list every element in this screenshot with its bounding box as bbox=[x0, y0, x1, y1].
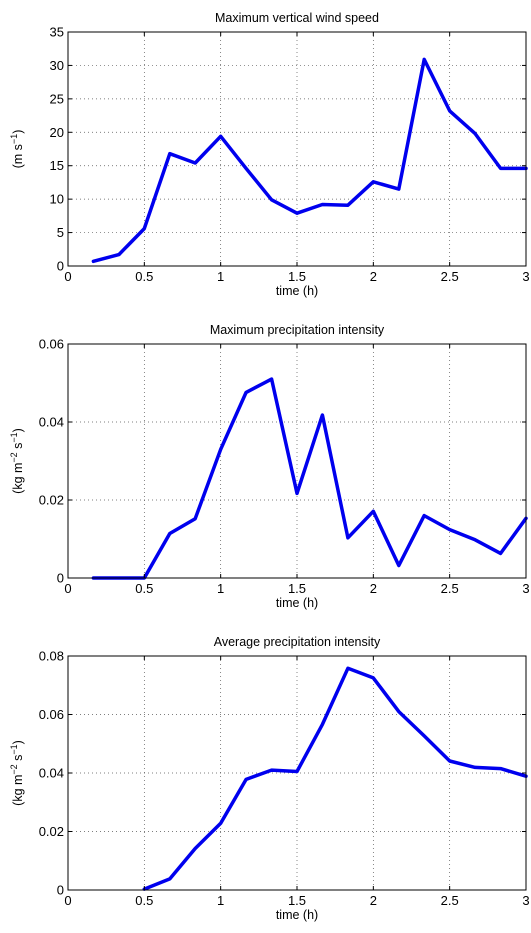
y-axis-label-part: (kg m bbox=[11, 463, 25, 494]
x-tick-label: 3 bbox=[522, 893, 529, 908]
x-axis-label: time (h) bbox=[276, 596, 318, 610]
chart-panel-3: 0 0.5 1 1.5 2 2.5 3 0 0.02 0.04 0.06 0.08 Average pr… bbox=[9, 635, 530, 922]
y-axis-label-part: s bbox=[11, 755, 25, 765]
chart-title: Average precipitation intensity bbox=[214, 635, 381, 649]
x-tick-label: 0.5 bbox=[135, 581, 153, 596]
x-tick-label: 1.5 bbox=[288, 893, 306, 908]
y-tick-label: 0.04 bbox=[39, 415, 64, 430]
y-axis-label: (kg m−2 s−1) bbox=[9, 428, 25, 494]
x-tick-label: 2 bbox=[370, 581, 377, 596]
series-line bbox=[91, 57, 528, 264]
x-axis-label: time (h) bbox=[276, 908, 318, 922]
x-tick-label: 0.5 bbox=[135, 269, 153, 284]
y-axis-label-part: ) bbox=[11, 428, 25, 432]
y-tick-label: 0.08 bbox=[39, 649, 64, 664]
x-tick-label: 3 bbox=[522, 269, 529, 284]
y-axis-label-superscript: −1 bbox=[9, 432, 19, 442]
chart-panel-2: 0 0.5 1 1.5 2 2.5 3 0 0.02 0.04 0.06 Maximum precip… bbox=[9, 323, 530, 610]
x-tick-label: 2 bbox=[370, 269, 377, 284]
x-tick-label: 2 bbox=[370, 893, 377, 908]
x-tick-label: 0 bbox=[64, 581, 71, 596]
x-tick-label: 3 bbox=[522, 581, 529, 596]
x-tick-label: 2.5 bbox=[441, 581, 459, 596]
x-tick-label: 0.5 bbox=[135, 893, 153, 908]
x-tick-label: 1 bbox=[217, 581, 224, 596]
y-axis-label-part: (kg m bbox=[11, 775, 25, 806]
y-tick-label: 10 bbox=[50, 192, 64, 207]
y-axis-label-part: s bbox=[11, 443, 25, 453]
x-tick-label: 2.5 bbox=[441, 893, 459, 908]
x-tick-label: 1 bbox=[217, 269, 224, 284]
y-tick-label: 25 bbox=[50, 91, 64, 106]
y-tick-label: 30 bbox=[50, 58, 64, 73]
y-tick-label: 0.06 bbox=[39, 707, 64, 722]
x-tick-label: 1 bbox=[217, 893, 224, 908]
x-tick-label: 2.5 bbox=[441, 269, 459, 284]
y-tick-label: 0.02 bbox=[39, 824, 64, 839]
y-tick-label: 0.04 bbox=[39, 766, 64, 781]
y-tick-label: 15 bbox=[50, 158, 64, 173]
y-axis-label-part: ) bbox=[11, 740, 25, 744]
y-axis-label-part: (m s bbox=[11, 144, 25, 168]
y-tick-label: 35 bbox=[50, 25, 64, 40]
y-tick-label: 0 bbox=[57, 883, 64, 898]
series-line bbox=[91, 377, 528, 580]
x-axis-label: time (h) bbox=[276, 284, 318, 298]
x-tick-label: 1.5 bbox=[288, 581, 306, 596]
series-line bbox=[142, 666, 528, 891]
y-axis-label: (m s−1) bbox=[9, 130, 25, 169]
y-tick-label: 5 bbox=[57, 225, 64, 240]
y-tick-label: 0.06 bbox=[39, 337, 64, 352]
x-tick-label: 0 bbox=[64, 893, 71, 908]
y-axis-label-superscript: −1 bbox=[9, 134, 19, 144]
y-tick-label: 20 bbox=[50, 125, 64, 140]
x-tick-label: 0 bbox=[64, 269, 71, 284]
y-axis-label-superscript: −2 bbox=[9, 764, 19, 774]
y-tick-label: 0 bbox=[57, 571, 64, 586]
chart-title: Maximum vertical wind speed bbox=[215, 11, 379, 25]
y-tick-label: 0 bbox=[57, 259, 64, 274]
chart-title: Maximum precipitation intensity bbox=[210, 323, 385, 337]
y-axis-label: (kg m−2 s−1) bbox=[9, 740, 25, 806]
x-tick-label: 1.5 bbox=[288, 269, 306, 284]
y-axis-label-superscript: −2 bbox=[9, 452, 19, 462]
y-tick-label: 0.02 bbox=[39, 493, 64, 508]
y-axis-label-superscript: −1 bbox=[9, 744, 19, 754]
y-axis-label-part: ) bbox=[11, 130, 25, 134]
